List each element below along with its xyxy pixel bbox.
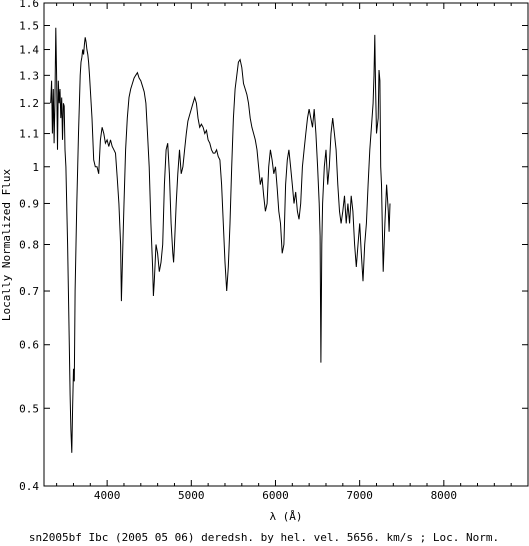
y-tick-label: 1.4	[19, 44, 39, 57]
chart-caption: sn2005bf Ibc (2005 05 06) deredsh. by he…	[29, 531, 499, 544]
y-axis-ticks: 0.4 0.5 0.6 0.7 0.8 0.9 1 1.1 1.2 1.3 1.4 1.5 1.6	[19, 0, 528, 493]
y-tick-label: 0.6	[19, 339, 39, 352]
y-tick-label: 1.3	[19, 69, 39, 82]
x-axis-ticks: 4000 5000 6000 7000 8000	[56, 3, 529, 502]
x-tick-label: 4000	[94, 489, 121, 502]
y-tick-label: 0.8	[19, 239, 39, 252]
x-tick-label: 6000	[262, 489, 289, 502]
x-tick-label: 5000	[178, 489, 205, 502]
y-tick-label: 1.1	[19, 128, 39, 141]
y-tick-label: 0.5	[19, 402, 39, 415]
y-tick-label: 0.9	[19, 197, 39, 210]
y-tick-label: 1.5	[19, 19, 39, 32]
y-axis-title: Locally Normalized Flux	[0, 168, 13, 321]
spectrum-line	[50, 27, 391, 453]
y-tick-label: 1.6	[19, 0, 39, 10]
x-tick-label: 7000	[346, 489, 373, 502]
x-tick-label: 8000	[431, 489, 458, 502]
plot-frame	[43, 2, 529, 487]
y-tick-label: 0.4	[19, 480, 39, 493]
y-tick-label: 1.2	[19, 97, 39, 110]
y-tick-label: 0.7	[19, 285, 39, 298]
x-axis-title: λ (Å)	[269, 510, 302, 523]
y-tick-label: 1	[32, 161, 39, 174]
